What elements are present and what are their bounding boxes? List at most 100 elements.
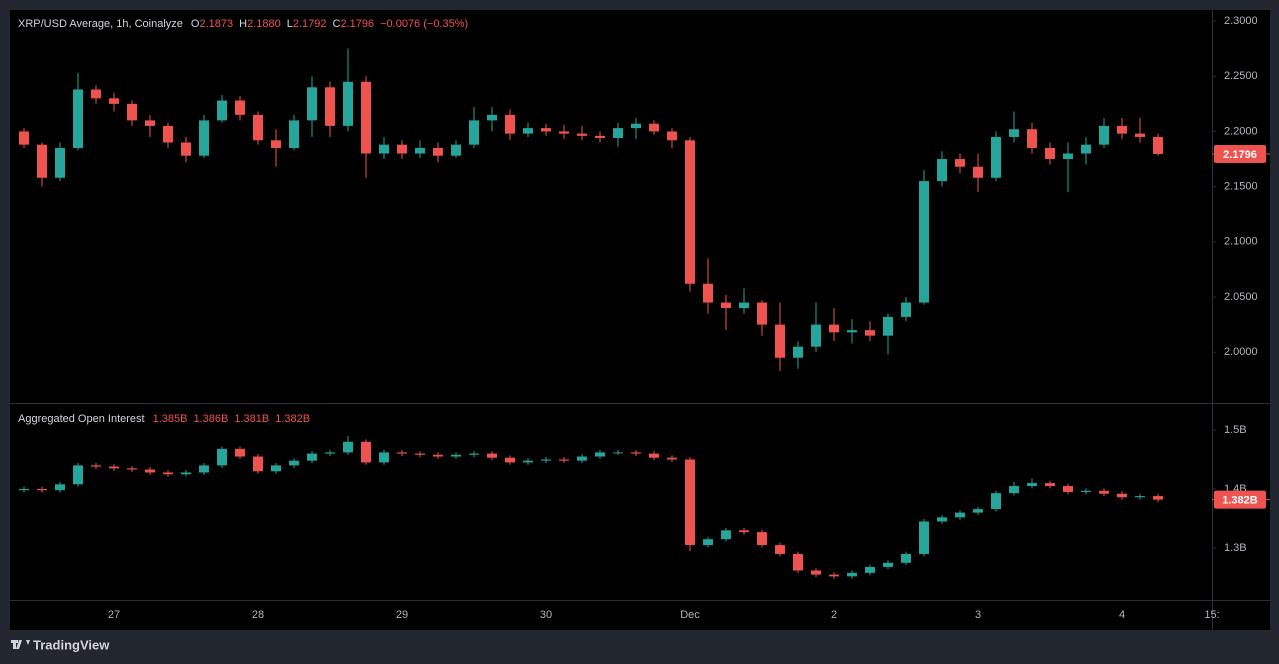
legend-key: H (239, 18, 247, 30)
candle-body (451, 144, 461, 156)
candle-body (685, 459, 695, 546)
candle-body (919, 181, 929, 303)
legend-key: C (333, 18, 341, 30)
candle-body (631, 452, 641, 454)
y-tick-label: 2.0000 (1224, 346, 1258, 358)
candle-body (271, 140, 281, 148)
candle-body (973, 166, 983, 178)
x-tick-label: 4 (1119, 609, 1125, 621)
candle-body (307, 87, 317, 121)
candle-body (559, 131, 569, 134)
candle-body (685, 140, 695, 284)
candle-body (739, 530, 749, 533)
last-price-label: 2.1796 (1223, 149, 1257, 161)
brand-logo (11, 640, 30, 649)
x-tick-label: 15: (1204, 609, 1219, 621)
candle-body (1063, 153, 1073, 160)
y-tick-label: 2.2500 (1224, 70, 1258, 82)
oi-legend: Aggregated Open Interest 1.385B 1.386B 1.38… (18, 413, 310, 425)
candle-body (55, 147, 65, 178)
candle-body (523, 128, 533, 134)
candle-body (415, 453, 425, 455)
candle-body (937, 159, 947, 182)
candle-body (883, 316, 893, 336)
candle-body (361, 441, 371, 463)
candle-body (217, 100, 227, 121)
candle-body (19, 489, 29, 491)
y-tick-label: 1.3B (1224, 542, 1247, 554)
candle-body (487, 453, 497, 458)
candle-body (559, 459, 569, 461)
candle-body (37, 144, 47, 178)
candle-body (523, 460, 533, 463)
legend-title: Aggregated Open Interest (18, 413, 145, 425)
candle-body (865, 566, 875, 573)
x-tick-label: 30 (540, 609, 552, 621)
candle-body (361, 81, 371, 154)
candle-body (505, 114, 515, 134)
x-tick-label: 3 (975, 609, 981, 621)
candle-body (793, 553, 803, 571)
candle-body (595, 452, 605, 457)
y-tick-label: 2.1000 (1224, 236, 1258, 248)
candle-body (775, 324, 785, 358)
legend-value: 2.1796 (340, 18, 374, 30)
candle-body (433, 454, 443, 457)
x-tick-label: 28 (252, 609, 264, 621)
x-tick-label: 27 (108, 609, 120, 621)
candle-body (757, 532, 767, 546)
candle-body (1135, 133, 1145, 137)
candle-body (163, 125, 173, 143)
candle-body (1153, 496, 1163, 500)
candle-body (415, 147, 425, 154)
candle-body (1027, 129, 1037, 148)
candle-body (1153, 136, 1163, 154)
candle-body (163, 472, 173, 475)
candle-body (595, 135, 605, 139)
candle-body (1099, 490, 1109, 494)
candle-body (1045, 483, 1055, 487)
candle-body (181, 142, 191, 156)
candle-body (757, 302, 767, 325)
candle-body (775, 545, 785, 554)
candle-body (73, 89, 83, 148)
candle-body (955, 512, 965, 518)
candle-body (1117, 493, 1127, 498)
candle-body (307, 453, 317, 461)
candle-body (937, 517, 947, 522)
candle-body (667, 131, 677, 141)
candle-body (577, 456, 587, 461)
candle-body (325, 452, 335, 454)
candle-body (1081, 144, 1091, 154)
candle-body (73, 465, 83, 485)
legend-change: −0.0076 (−0.35%) (380, 18, 468, 30)
candle-body (55, 484, 65, 491)
candle-body (901, 302, 911, 317)
candle-body (451, 454, 461, 457)
candle-body (883, 562, 893, 567)
price-legend: XRP/USD Average, 1h, Coinalyze O2.1873 H2.… (18, 18, 468, 30)
legend-key: O (191, 18, 200, 30)
candle-body (1117, 125, 1127, 134)
candle-body (91, 89, 101, 99)
candle-body (667, 457, 677, 460)
candle-body (127, 103, 137, 121)
candle-body (973, 509, 983, 513)
legend-value: 2.1873 (199, 18, 233, 30)
candle-body (235, 448, 245, 457)
candle-body (469, 120, 479, 145)
candle-body (379, 452, 389, 463)
candle-body (253, 114, 263, 141)
candle-body (955, 159, 965, 167)
candle-body (811, 324, 821, 347)
candle-body (721, 302, 731, 309)
candle-body (991, 493, 1001, 510)
legend-key: L (287, 18, 293, 30)
y-tick-label: 2.1500 (1224, 181, 1258, 193)
y-tick-label: 2.0500 (1224, 291, 1258, 303)
legend-value: 1.381B (234, 413, 269, 425)
candle-body (19, 131, 29, 145)
candle-body (991, 136, 1001, 178)
